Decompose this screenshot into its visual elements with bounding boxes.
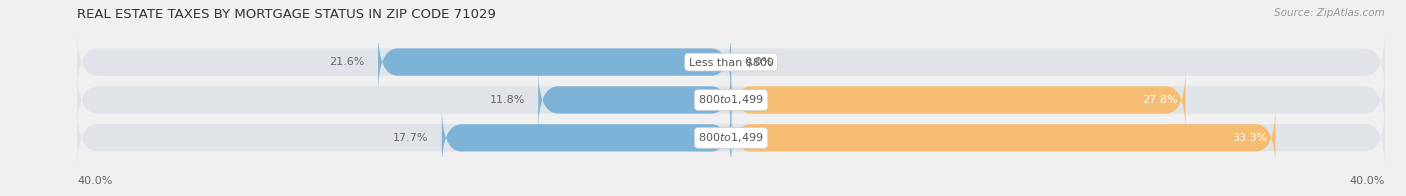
- Text: 27.8%: 27.8%: [1142, 95, 1177, 105]
- FancyBboxPatch shape: [77, 68, 1385, 132]
- FancyBboxPatch shape: [441, 106, 731, 170]
- Text: 17.7%: 17.7%: [394, 133, 429, 143]
- FancyBboxPatch shape: [731, 106, 1275, 170]
- FancyBboxPatch shape: [77, 30, 1385, 94]
- FancyBboxPatch shape: [538, 68, 731, 132]
- Text: 0.0%: 0.0%: [744, 57, 772, 67]
- Text: 11.8%: 11.8%: [489, 95, 526, 105]
- FancyBboxPatch shape: [378, 30, 731, 94]
- Text: $800 to $1,499: $800 to $1,499: [699, 131, 763, 144]
- Text: 21.6%: 21.6%: [329, 57, 366, 67]
- Text: REAL ESTATE TAXES BY MORTGAGE STATUS IN ZIP CODE 71029: REAL ESTATE TAXES BY MORTGAGE STATUS IN …: [77, 8, 496, 21]
- Text: 40.0%: 40.0%: [77, 176, 112, 186]
- Text: $800 to $1,499: $800 to $1,499: [699, 93, 763, 106]
- Text: Less than $800: Less than $800: [689, 57, 773, 67]
- FancyBboxPatch shape: [77, 106, 1385, 170]
- Text: 33.3%: 33.3%: [1232, 133, 1267, 143]
- FancyBboxPatch shape: [731, 68, 1185, 132]
- Text: Source: ZipAtlas.com: Source: ZipAtlas.com: [1274, 8, 1385, 18]
- Text: 40.0%: 40.0%: [1350, 176, 1385, 186]
